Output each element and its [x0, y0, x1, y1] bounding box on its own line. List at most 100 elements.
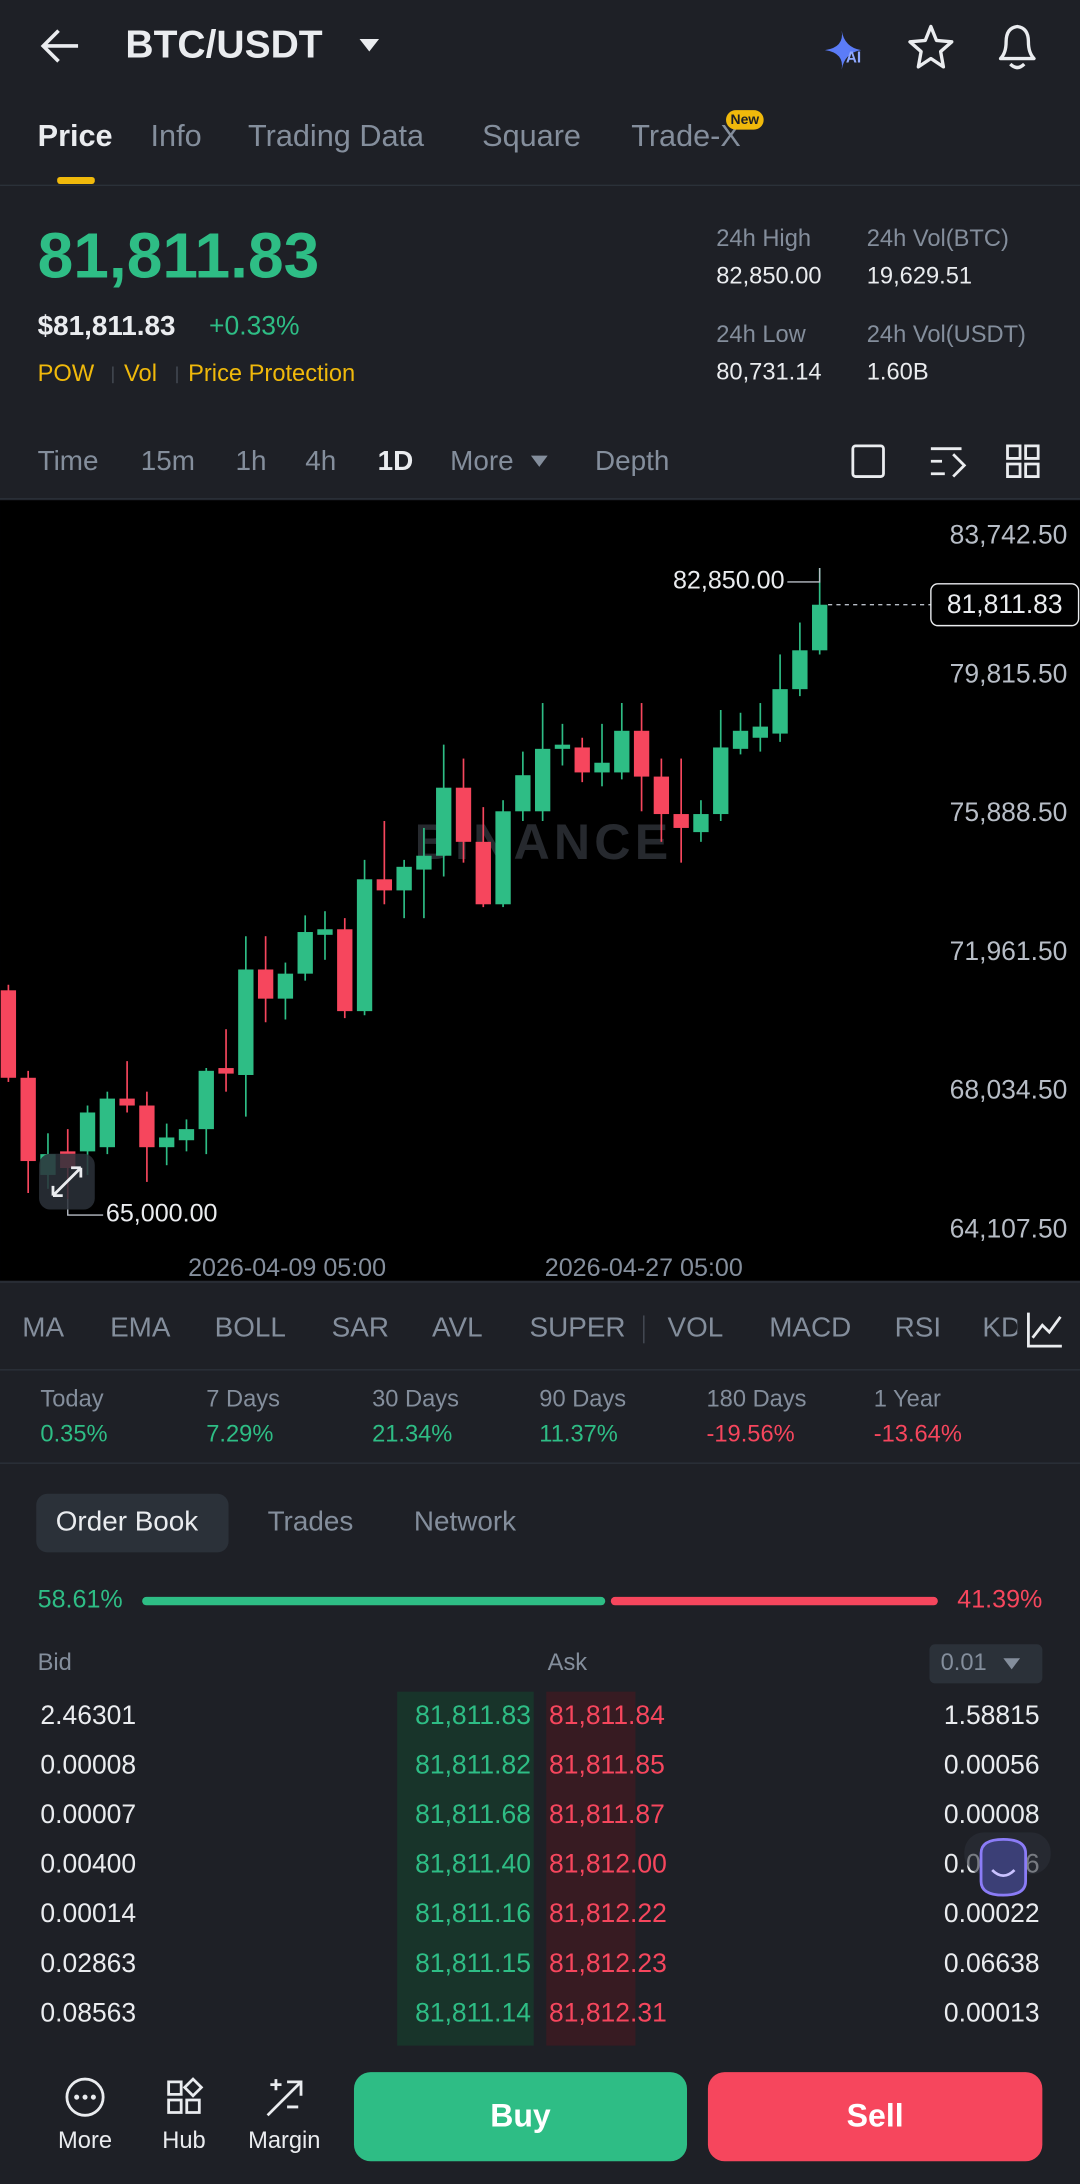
ask-price: 81,811.87 [549, 1799, 665, 1829]
precision-select[interactable] [929, 1644, 1043, 1684]
bid-quantity: 0.00400 [40, 1849, 136, 1879]
bid-price: 81,811.82 [415, 1749, 531, 1779]
indicator[interactable]: EMA [110, 1312, 171, 1343]
layout-icon[interactable] [1006, 444, 1040, 478]
pair-caret[interactable] [359, 39, 380, 52]
interval[interactable]: 15m [141, 445, 195, 476]
ai-icon[interactable] [824, 30, 862, 70]
favorite-icon[interactable] [908, 24, 954, 69]
interval[interactable]: 1h [236, 445, 267, 476]
candle-body [574, 747, 590, 773]
expand-icon [51, 1166, 83, 1197]
ask-header: Ask [548, 1650, 588, 1676]
indicator[interactable]: BOLL [215, 1312, 286, 1343]
ask-price: 81,812.31 [549, 1997, 667, 2027]
bottom-icons [65, 2077, 303, 2117]
badge-bg [726, 110, 764, 130]
interval[interactable]: 4h [305, 445, 336, 476]
orderbook-tab[interactable]: Network [414, 1505, 516, 1536]
candle-body [297, 932, 313, 974]
candle-body [119, 1098, 135, 1106]
hub-icon[interactable] [167, 2077, 204, 2114]
candle-body [238, 969, 254, 1075]
precision[interactable]: 0.01 [941, 1650, 987, 1676]
last-price: 81,811.83 [38, 220, 320, 292]
tab[interactable]: Price [38, 119, 113, 153]
tab[interactable]: Trade-X [631, 119, 741, 153]
candle-body [436, 787, 452, 856]
assistant-icon[interactable] [979, 1837, 1028, 1897]
bid-price: 81,811.83 [415, 1700, 531, 1730]
y-tick-label: 79,815.50 [950, 658, 1068, 688]
indicator[interactable]: VOL [668, 1312, 724, 1343]
indicator[interactable]: AVL [432, 1312, 483, 1343]
candle-body [376, 879, 393, 891]
indicator[interactable]: SAR [332, 1312, 389, 1343]
period-label: 90 Days [539, 1387, 626, 1413]
candle-body [495, 811, 511, 905]
stat-label: 24h Low [716, 322, 806, 348]
orderbook-tab[interactable]: Trades [268, 1505, 354, 1536]
y-tick-label: 71,961.50 [950, 936, 1068, 966]
margin-icon[interactable] [266, 2079, 303, 2117]
indicator[interactable]: MACD [769, 1312, 851, 1343]
y-tick-label: 68,034.50 [950, 1075, 1068, 1105]
tab[interactable]: Square [482, 119, 581, 153]
indicator[interactable]: SUPER [530, 1312, 626, 1343]
bid-quantity: 0.00014 [40, 1898, 136, 1928]
ask-quantity: 1.58815 [944, 1700, 1040, 1730]
tab[interactable]: Info [151, 119, 202, 153]
price-tag[interactable]: Vol [124, 361, 157, 387]
buy-label[interactable]: Buy [490, 2098, 551, 2134]
interval[interactable]: 1D [378, 445, 414, 476]
candle-body [792, 650, 808, 690]
ask-ratio-bar [610, 1596, 938, 1606]
sell-button[interactable] [707, 2072, 1043, 2162]
chart-area [0, 500, 1080, 1281]
alert-icon[interactable] [998, 24, 1036, 70]
x-tick-label: 2026-04-09 05:00 [188, 1254, 386, 1282]
orderbook-tab[interactable]: Order Book [56, 1505, 199, 1536]
back-icon[interactable] [40, 29, 79, 63]
indicator[interactable]: MA [22, 1312, 64, 1343]
ask-price: 81,811.85 [549, 1749, 665, 1779]
fullscreen-icon[interactable] [851, 444, 885, 478]
price-tag[interactable]: POW [38, 361, 95, 387]
interval[interactable]: Depth [595, 445, 669, 476]
buy-button[interactable] [353, 2072, 688, 2162]
period-label: 7 Days [206, 1387, 280, 1413]
price-tag[interactable]: Price Protection [188, 361, 355, 387]
x-tick-label: 2026-04-27 05:00 [545, 1254, 743, 1282]
ask-quantity: 0.00013 [944, 1997, 1040, 2027]
ask-price: 81,812.00 [549, 1849, 667, 1879]
pair-title[interactable]: BTC/USDT [125, 24, 322, 67]
settings-icon[interactable] [930, 447, 967, 478]
candle-body [317, 929, 333, 935]
interval[interactable]: Time [38, 445, 99, 476]
sell-label[interactable]: Sell [847, 2098, 904, 2134]
indicator[interactable]: RSI [895, 1312, 941, 1343]
nav-label[interactable]: Margin [248, 2128, 320, 2154]
bid-depth [397, 1691, 534, 2046]
nav-label[interactable]: Hub [162, 2128, 205, 2154]
more-dots [74, 2094, 96, 2100]
ask-quantity: 0.06638 [944, 1948, 1040, 1978]
candle-body [772, 689, 788, 734]
candle-body [475, 841, 491, 905]
bid-quantity: 0.08563 [40, 1997, 136, 2027]
period-change: 7.29% [206, 1422, 273, 1448]
candle-body [812, 604, 828, 651]
candle-body [277, 973, 294, 999]
nav-label[interactable]: More [58, 2128, 112, 2154]
candle-body [455, 787, 472, 842]
last-price-label: 81,811.83 [947, 589, 1063, 619]
interval[interactable]: More [450, 445, 513, 476]
more-icon[interactable] [65, 2077, 105, 2117]
stat-value: 1.60B [867, 360, 929, 386]
ask-price: 81,812.22 [549, 1898, 667, 1928]
bid-ratio: 58.61% [38, 1586, 123, 1614]
indicator-settings-icon[interactable] [1027, 1312, 1062, 1348]
ai-icon-label: AI [846, 50, 861, 67]
tab[interactable]: Trading Data [248, 119, 425, 153]
